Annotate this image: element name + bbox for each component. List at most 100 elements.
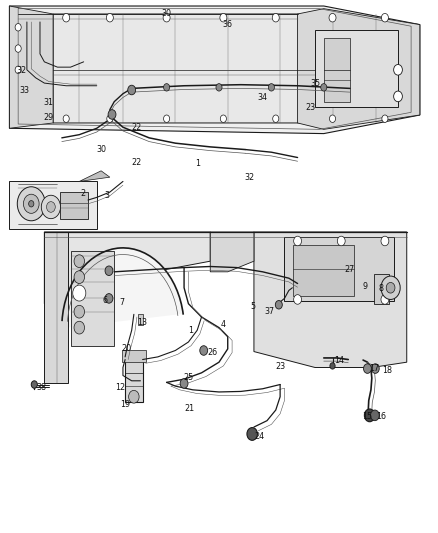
Polygon shape bbox=[10, 6, 53, 128]
Text: 22: 22 bbox=[131, 123, 141, 132]
Circle shape bbox=[63, 13, 70, 22]
Text: 29: 29 bbox=[44, 113, 54, 122]
Text: 3: 3 bbox=[104, 191, 110, 200]
Text: 9: 9 bbox=[363, 282, 368, 291]
Circle shape bbox=[46, 201, 55, 212]
Circle shape bbox=[337, 236, 345, 246]
Circle shape bbox=[216, 84, 222, 91]
Circle shape bbox=[220, 115, 226, 123]
Text: 20: 20 bbox=[121, 344, 131, 353]
Bar bbox=[374, 274, 389, 304]
Text: 21: 21 bbox=[184, 405, 194, 414]
Circle shape bbox=[28, 200, 34, 207]
Polygon shape bbox=[60, 192, 88, 219]
Circle shape bbox=[128, 85, 136, 95]
Text: 27: 27 bbox=[345, 265, 355, 274]
Circle shape bbox=[163, 115, 170, 123]
Circle shape bbox=[382, 115, 388, 123]
Polygon shape bbox=[210, 232, 254, 272]
Circle shape bbox=[23, 194, 39, 213]
Bar bbox=[324, 38, 350, 102]
Text: 8: 8 bbox=[378, 284, 383, 293]
Circle shape bbox=[394, 91, 403, 102]
Circle shape bbox=[74, 305, 85, 318]
Text: 24: 24 bbox=[254, 432, 264, 441]
Text: 32: 32 bbox=[244, 173, 254, 182]
Circle shape bbox=[74, 321, 85, 334]
Circle shape bbox=[163, 84, 170, 91]
Circle shape bbox=[105, 266, 113, 276]
Text: 14: 14 bbox=[335, 356, 345, 365]
Polygon shape bbox=[44, 232, 68, 383]
Text: 22: 22 bbox=[131, 158, 141, 167]
Polygon shape bbox=[285, 237, 394, 301]
Polygon shape bbox=[53, 14, 398, 123]
Bar bbox=[125, 360, 143, 402]
Circle shape bbox=[247, 427, 258, 440]
Circle shape bbox=[276, 301, 283, 309]
Text: 2: 2 bbox=[80, 189, 85, 198]
Circle shape bbox=[15, 66, 21, 74]
Text: 4: 4 bbox=[221, 320, 226, 329]
Text: 30: 30 bbox=[96, 145, 106, 154]
Polygon shape bbox=[79, 171, 110, 181]
Circle shape bbox=[74, 271, 85, 284]
Circle shape bbox=[381, 13, 389, 22]
Polygon shape bbox=[297, 9, 420, 130]
Text: 16: 16 bbox=[376, 412, 386, 421]
Text: 1: 1 bbox=[188, 326, 193, 335]
Text: 30: 30 bbox=[162, 10, 172, 19]
Text: 18: 18 bbox=[382, 366, 392, 375]
Circle shape bbox=[17, 187, 45, 221]
Circle shape bbox=[330, 363, 335, 369]
Circle shape bbox=[108, 110, 116, 119]
Text: 13: 13 bbox=[138, 318, 148, 327]
Text: 6: 6 bbox=[103, 296, 108, 305]
Text: 25: 25 bbox=[184, 373, 194, 382]
Circle shape bbox=[63, 115, 69, 123]
Text: 38: 38 bbox=[36, 383, 46, 392]
Circle shape bbox=[329, 115, 336, 123]
Circle shape bbox=[381, 236, 389, 246]
Circle shape bbox=[41, 195, 60, 219]
Polygon shape bbox=[44, 248, 183, 330]
Text: 32: 32 bbox=[16, 67, 26, 75]
Circle shape bbox=[386, 282, 395, 293]
Bar bbox=[315, 30, 398, 107]
Polygon shape bbox=[71, 251, 114, 346]
Circle shape bbox=[394, 64, 403, 75]
Bar bbox=[122, 351, 146, 362]
Circle shape bbox=[15, 45, 21, 52]
Polygon shape bbox=[44, 232, 210, 304]
Text: 19: 19 bbox=[120, 400, 131, 409]
Text: 12: 12 bbox=[115, 383, 125, 392]
Polygon shape bbox=[10, 6, 420, 134]
Circle shape bbox=[31, 381, 37, 388]
Circle shape bbox=[293, 295, 301, 304]
Text: 15: 15 bbox=[362, 412, 372, 421]
Text: 33: 33 bbox=[20, 85, 30, 94]
Text: 1: 1 bbox=[194, 159, 200, 168]
Circle shape bbox=[364, 364, 371, 373]
Circle shape bbox=[273, 115, 279, 123]
Circle shape bbox=[364, 409, 375, 422]
Circle shape bbox=[15, 23, 21, 31]
Bar bbox=[138, 314, 144, 325]
Text: 35: 35 bbox=[310, 78, 320, 87]
Text: 23: 23 bbox=[275, 362, 285, 371]
Circle shape bbox=[105, 294, 113, 303]
Circle shape bbox=[321, 84, 327, 91]
Circle shape bbox=[106, 13, 113, 22]
Circle shape bbox=[371, 410, 379, 421]
Text: 31: 31 bbox=[44, 98, 54, 107]
Text: 17: 17 bbox=[369, 364, 379, 373]
Polygon shape bbox=[254, 232, 407, 368]
Text: 7: 7 bbox=[120, 298, 125, 307]
Circle shape bbox=[371, 364, 379, 373]
Text: 36: 36 bbox=[223, 20, 233, 29]
Circle shape bbox=[200, 346, 208, 356]
Circle shape bbox=[268, 84, 275, 91]
Circle shape bbox=[272, 13, 279, 22]
Circle shape bbox=[293, 236, 301, 246]
Circle shape bbox=[180, 378, 188, 388]
